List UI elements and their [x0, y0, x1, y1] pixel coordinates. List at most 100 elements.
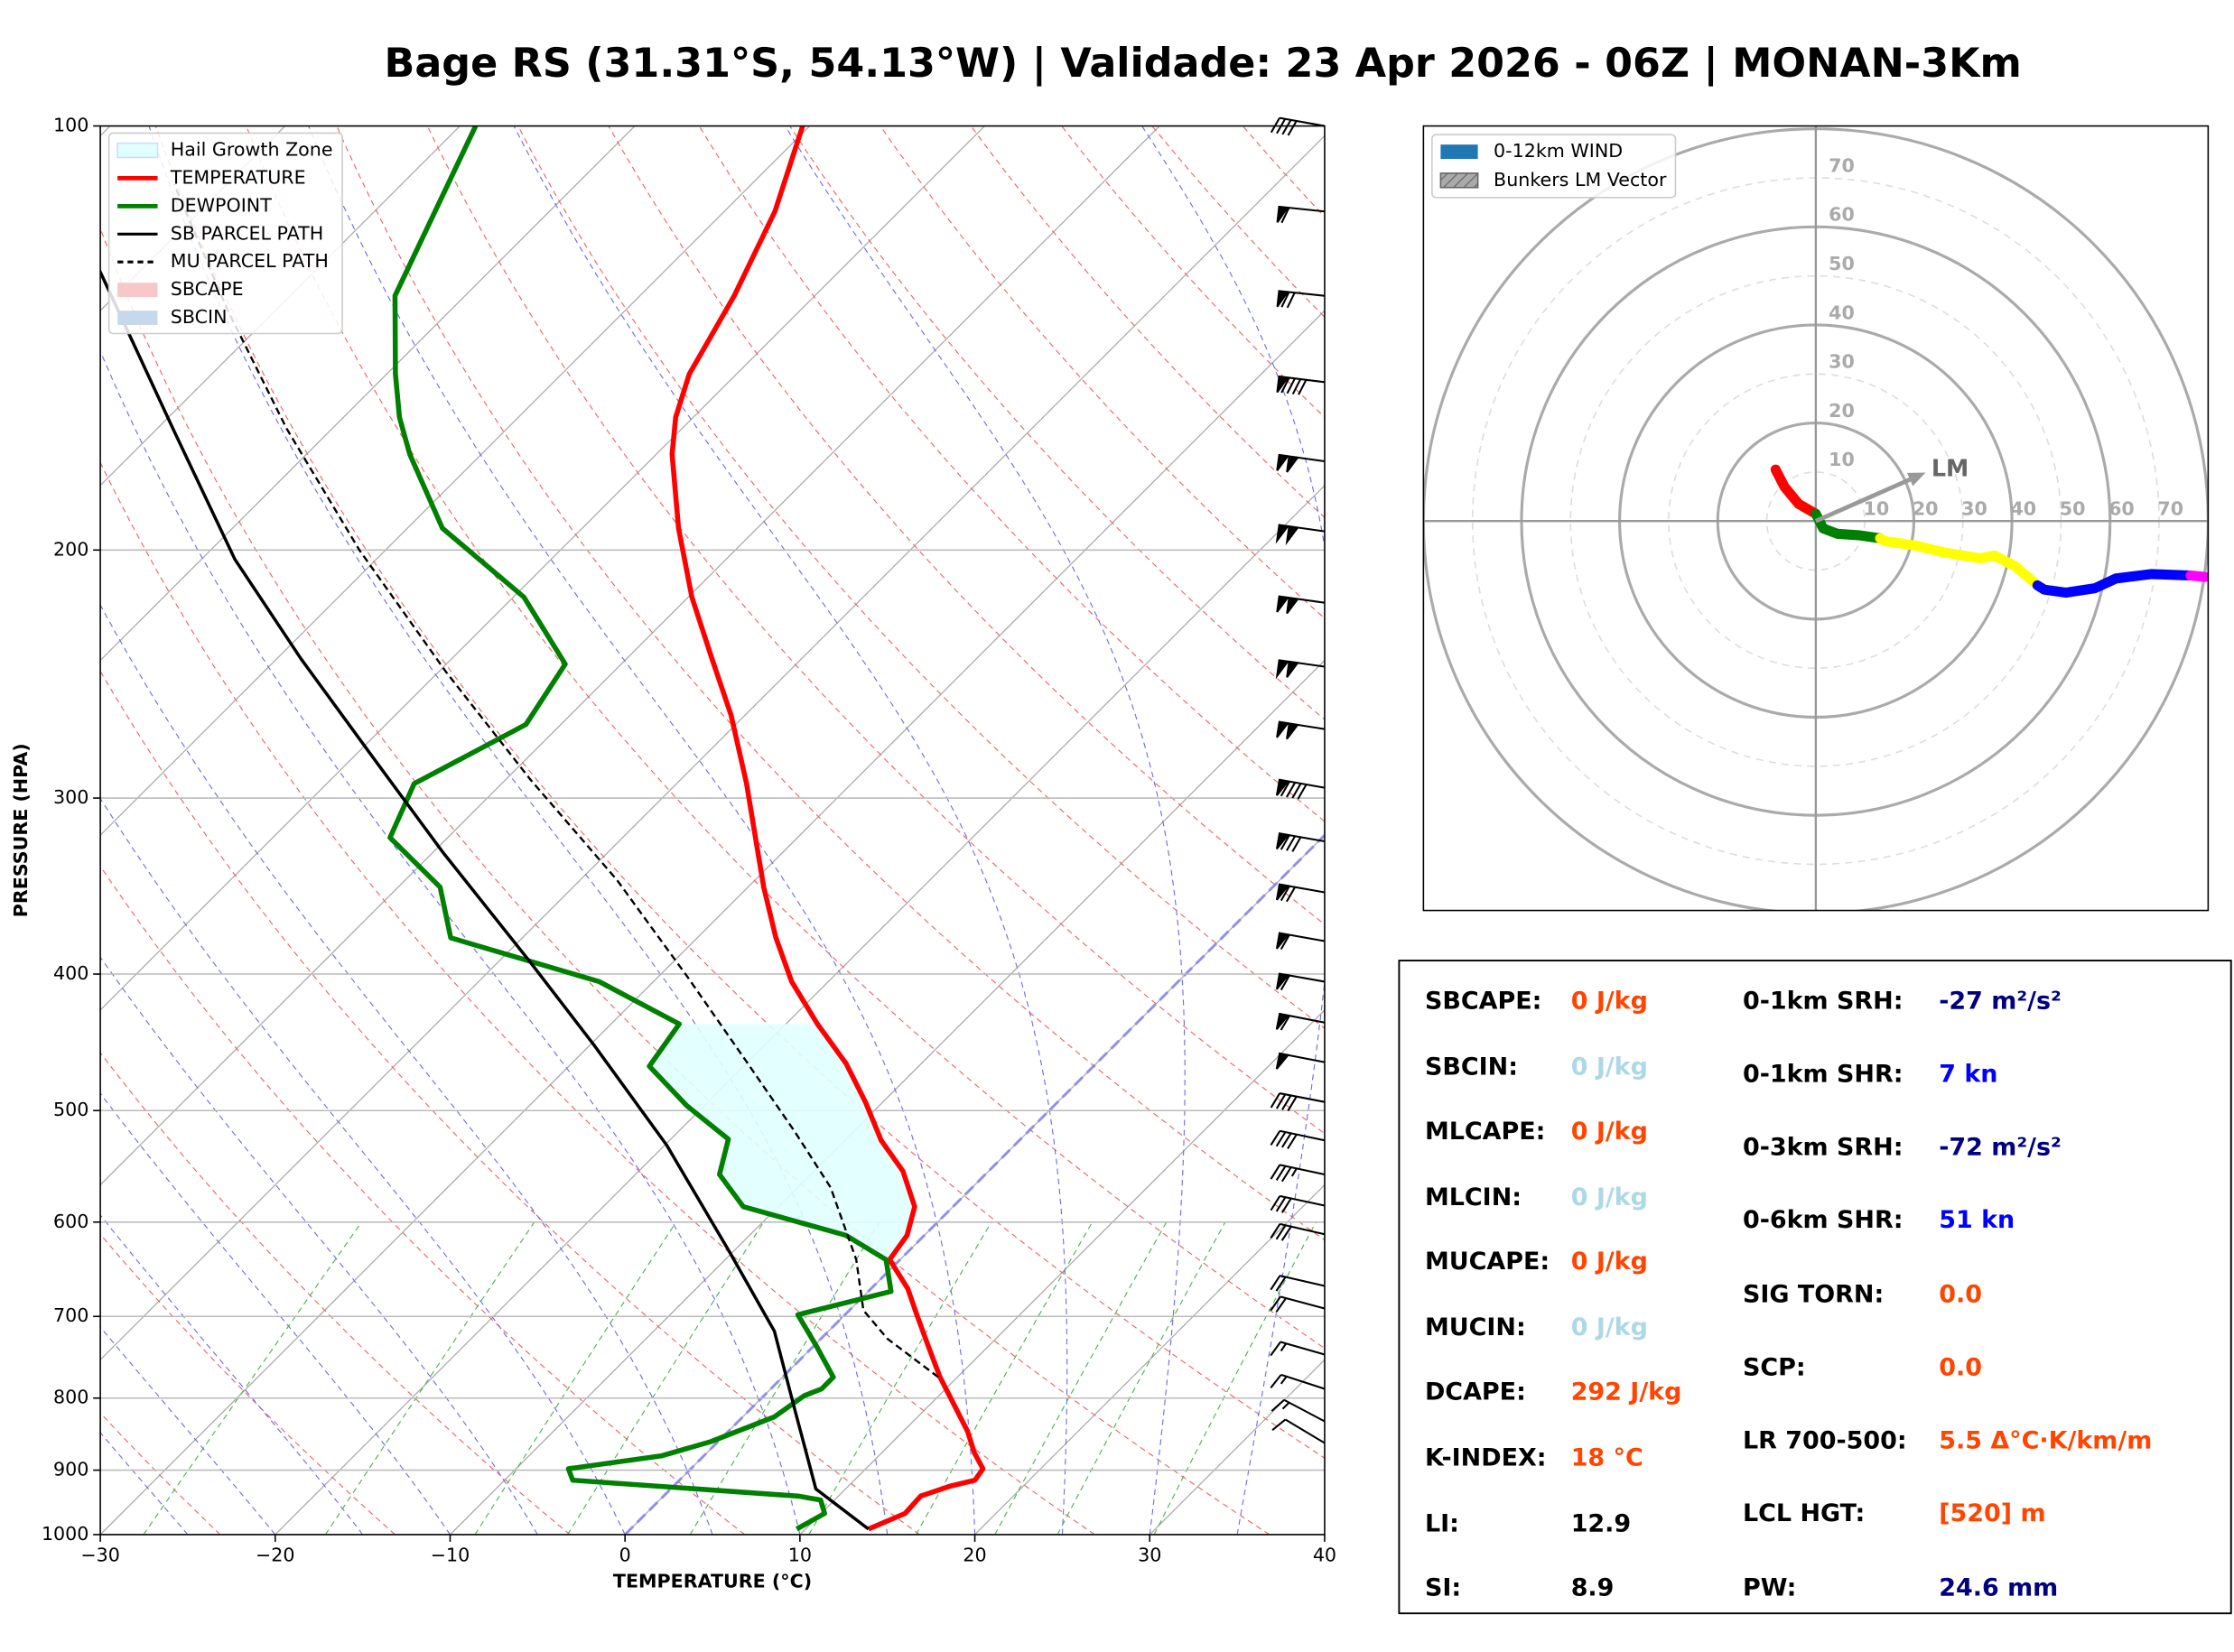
x-tick-label: 10 — [788, 1545, 812, 1566]
wind-barb — [1270, 1275, 1326, 1292]
legend-label: SBCAPE — [171, 278, 244, 300]
dry-adiabat — [246, 125, 1325, 1350]
y-tick-label: 700 — [53, 1304, 88, 1326]
moist-adiabat — [100, 1092, 451, 1535]
title: Bage RS (31.31°S, 54.13°W) | Validade: 2… — [385, 41, 2022, 87]
x-tick-label: −10 — [431, 1545, 470, 1566]
wind-barb — [1275, 832, 1326, 852]
index-label: LI: — [1425, 1509, 1459, 1537]
legend-label: DEWPOINT — [171, 194, 272, 216]
wind-barb — [1270, 116, 1326, 136]
index-value: 5.5 Δ°C·K/km/m — [1939, 1426, 2152, 1454]
wind-barb — [1270, 1164, 1326, 1183]
range-label-y: 50 — [1829, 253, 1855, 274]
range-label-y: 40 — [1829, 302, 1855, 323]
legend-label: Bunkers LM Vector — [1494, 169, 1667, 190]
x-tick-label: 20 — [963, 1545, 986, 1566]
y-tick-label: 800 — [53, 1387, 88, 1408]
range-label-x: 60 — [2108, 498, 2135, 520]
range-label-x: 20 — [1913, 498, 1939, 520]
index-label: 0-1km SHR: — [1743, 1060, 1903, 1088]
moist-adiabat — [100, 797, 626, 1535]
moist-adiabat — [784, 125, 1186, 1535]
isotherm — [100, 310, 1325, 1535]
wind-barb — [1275, 778, 1326, 800]
range-label-x: 10 — [1864, 498, 1890, 520]
moist-adiabat — [100, 603, 713, 1535]
legend-label: TEMPERATURE — [170, 166, 306, 188]
x-tick-label: 0 — [619, 1545, 631, 1566]
profile-line — [100, 268, 870, 1531]
wind-barb — [1270, 1194, 1326, 1213]
wind-barb — [1275, 1052, 1326, 1070]
legend-box — [107, 132, 343, 335]
index-value: 0 J/kg — [1571, 1248, 1648, 1276]
dry-adiabat — [336, 125, 1325, 1241]
dry-adiabat — [426, 125, 1325, 1135]
legend-label: Hail Growth Zone — [171, 139, 333, 161]
isotherm — [100, 135, 1325, 1361]
hodograph-line — [1810, 508, 1885, 543]
x-tick-label: −20 — [256, 1545, 294, 1566]
hodograph-legend: 0-12km WIND Bunkers LM Vector — [1431, 134, 1677, 199]
isotherm — [799, 1008, 1325, 1535]
dry-adiabat — [100, 670, 920, 1535]
dry-adiabat — [789, 125, 1325, 720]
index-label: SCP: — [1743, 1354, 1806, 1382]
profile-line — [669, 125, 986, 1532]
wind-barb — [1275, 1012, 1326, 1031]
wind-barb — [1275, 932, 1326, 951]
wind-barb — [1270, 1373, 1326, 1390]
hodograph-frame — [1422, 125, 2210, 912]
skewt-plot — [100, 125, 1325, 1535]
index-value: 0 J/kg — [1571, 1053, 1648, 1081]
moist-adiabat — [513, 125, 1068, 1535]
wind-barb — [1276, 595, 1326, 615]
index-value: -27 m²/s² — [1939, 988, 2062, 1016]
x-axis-label: TEMPERATURE (°C) — [613, 1570, 812, 1592]
dry-adiabat — [517, 125, 1325, 1029]
index-label: K-INDEX: — [1425, 1443, 1547, 1471]
profile-line — [387, 125, 894, 1532]
index-value: 51 kn — [1939, 1206, 2015, 1234]
hodograph-line — [2185, 570, 2209, 582]
index-value: [520] m — [1939, 1499, 2045, 1527]
index-label: LR 700-500: — [1743, 1426, 1907, 1454]
isotherm — [275, 484, 1325, 1535]
legend-box — [1431, 134, 1677, 199]
range-label-y: 30 — [1829, 351, 1855, 373]
mixing-ratio-line — [143, 1221, 362, 1535]
range-label-y: 60 — [1829, 204, 1855, 226]
mixing-ratio-line — [916, 1221, 1094, 1535]
range-label-y: 70 — [1829, 154, 1855, 176]
dry-adiabat — [698, 125, 1325, 822]
dry-adiabat — [100, 1233, 396, 1535]
y-tick-label: 400 — [53, 962, 88, 984]
index-label: MLCIN: — [1425, 1183, 1522, 1211]
wind-barb — [1271, 1398, 1326, 1423]
y-tick-label: 100 — [53, 115, 88, 136]
index-label: 0-1km SRH: — [1743, 988, 1903, 1016]
x-tick-label: 30 — [1138, 1545, 1161, 1566]
wind-barb — [1276, 720, 1326, 740]
wind-barb — [1276, 205, 1326, 224]
isotherm — [450, 659, 1325, 1535]
legend: Hail Growth Zone TEMPERATURE DEWPOINT SB PA… — [107, 132, 343, 335]
dry-adiabat — [100, 227, 1271, 1535]
index-value: -72 m²/s² — [1939, 1133, 2062, 1161]
isotherm — [100, 125, 985, 1011]
index-value: 0 J/kg — [1571, 1118, 1648, 1146]
range-label-x: 40 — [2010, 498, 2036, 520]
index-label: MUCIN: — [1425, 1313, 1526, 1341]
bunkers-label: LM — [1931, 454, 1969, 481]
wind-barb — [1276, 453, 1326, 473]
index-label: MUCAPE: — [1425, 1248, 1550, 1276]
wind-barb — [1275, 659, 1326, 680]
moist-adiabat — [100, 1432, 189, 1535]
x-tick-label: −30 — [80, 1545, 120, 1566]
index-label: SI: — [1425, 1574, 1461, 1602]
index-label: DCAPE: — [1425, 1378, 1526, 1406]
y-axis-label: PRESSURE (HPA) — [10, 743, 32, 917]
dry-adiabat — [880, 125, 1325, 619]
